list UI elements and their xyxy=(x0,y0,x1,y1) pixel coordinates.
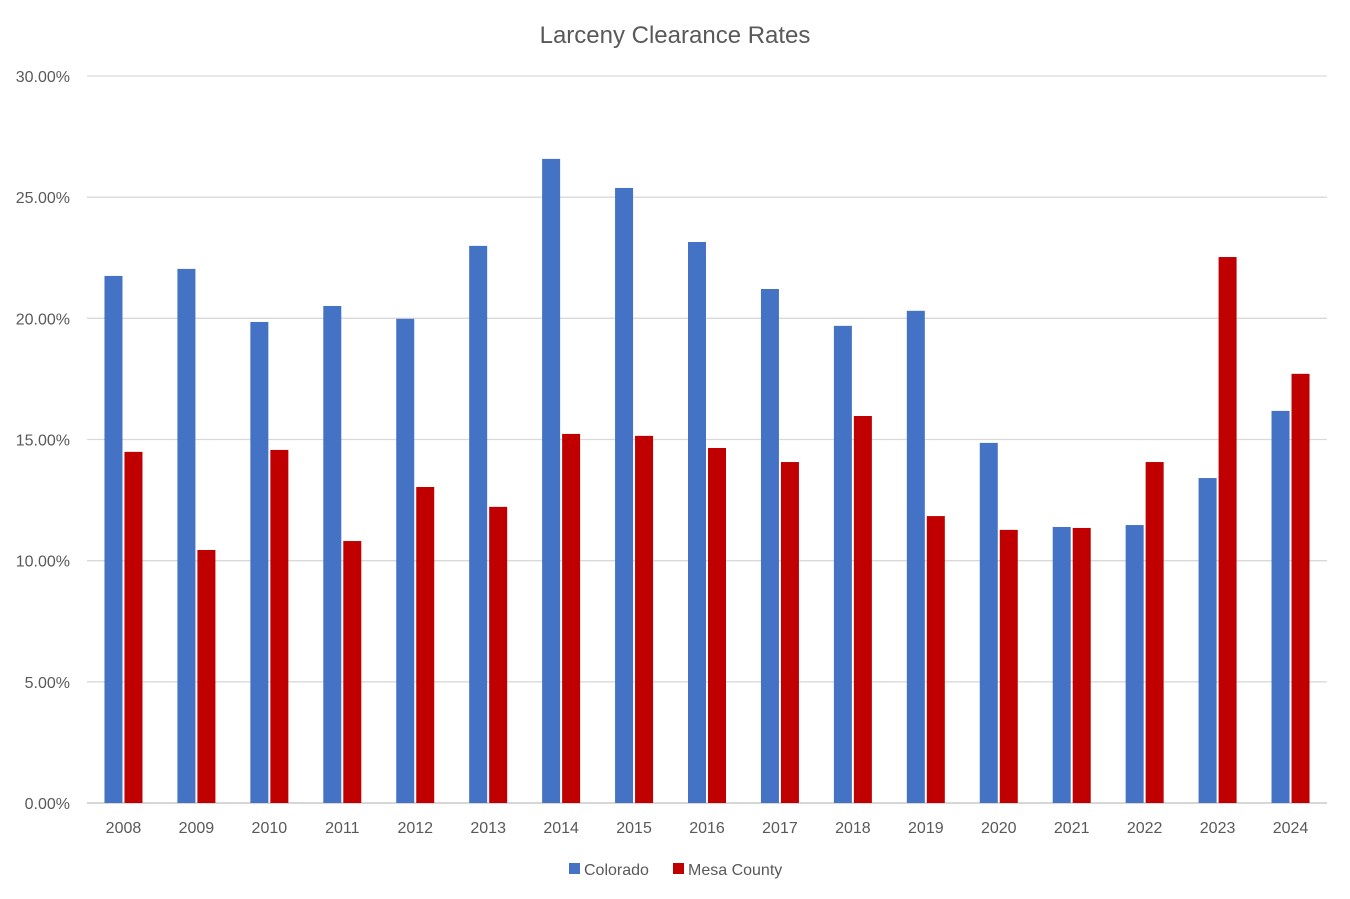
bar-colorado-2024 xyxy=(1271,410,1290,803)
bar-colorado-2017 xyxy=(760,289,779,803)
x-tick-label: 2015 xyxy=(616,820,652,837)
bar-colorado-2008 xyxy=(104,275,123,803)
chart-title: Larceny Clearance Rates xyxy=(540,22,811,49)
y-tick-label: 5.00% xyxy=(25,675,70,692)
x-tick-label: 2022 xyxy=(1127,820,1163,837)
x-tick-label: 2020 xyxy=(981,820,1017,837)
bar-colorado-2013 xyxy=(469,245,488,803)
bar-mesa-county-2019 xyxy=(926,516,945,803)
bar-colorado-2011 xyxy=(323,305,342,803)
legend: Colorado Mesa County xyxy=(569,862,782,879)
x-tick-label: 2019 xyxy=(908,820,944,837)
x-axis-ticks: 2008 2009 2010 2011 2012 2013 2014 2015 2016 2017… xyxy=(106,820,1309,837)
bar-colorado-2010 xyxy=(250,321,269,803)
bar-mesa-county-2013 xyxy=(489,506,508,803)
x-tick-label: 2013 xyxy=(470,820,506,837)
bar-mesa-county-2010 xyxy=(270,449,289,803)
y-tick-label: 0.00% xyxy=(25,796,70,813)
y-tick-label: 20.00% xyxy=(16,311,70,328)
bar-mesa-county-2017 xyxy=(780,462,799,803)
y-tick-label: 15.00% xyxy=(16,433,70,450)
legend-swatch xyxy=(569,863,580,874)
bar-colorado-2020 xyxy=(979,442,998,803)
x-tick-label: 2023 xyxy=(1200,820,1236,837)
bar-mesa-county-2022 xyxy=(1145,462,1164,803)
x-tick-label: 2016 xyxy=(689,820,725,837)
y-axis-ticks: 0.00% 5.00% 10.00% 15.00% 20.00% 25.00% 30.00% xyxy=(16,69,70,813)
bar-mesa-county-2014 xyxy=(562,433,581,803)
y-tick-label: 10.00% xyxy=(16,554,70,571)
y-tick-label: 30.00% xyxy=(16,69,70,86)
bar-colorado-2015 xyxy=(615,187,634,803)
bar-colorado-2016 xyxy=(688,241,706,803)
bar-mesa-county-2024 xyxy=(1291,373,1310,803)
gridlines xyxy=(87,75,1327,804)
bar-mesa-county-2008 xyxy=(124,451,143,803)
legend-label: Mesa County xyxy=(688,862,782,879)
x-tick-label: 2017 xyxy=(762,820,798,837)
bar-colorado-2014 xyxy=(542,158,561,804)
bar-mesa-county-2011 xyxy=(343,541,362,803)
x-tick-label: 2011 xyxy=(325,820,360,837)
bar-colorado-2021 xyxy=(1052,526,1071,803)
legend-swatch xyxy=(673,863,684,874)
x-tick-label: 2010 xyxy=(252,820,288,837)
x-tick-label: 2008 xyxy=(106,820,142,837)
bar-mesa-county-2015 xyxy=(635,435,654,803)
bars xyxy=(104,158,1310,804)
bar-colorado-2018 xyxy=(833,325,852,803)
x-tick-label: 2012 xyxy=(397,820,433,837)
bar-mesa-county-2023 xyxy=(1218,257,1237,803)
bar-colorado-2009 xyxy=(177,268,196,803)
bar-mesa-county-2009 xyxy=(197,550,216,803)
legend-label: Colorado xyxy=(584,862,649,879)
x-tick-label: 2021 xyxy=(1054,820,1090,837)
x-tick-label: 2009 xyxy=(179,820,215,837)
bar-colorado-2022 xyxy=(1125,525,1144,803)
x-tick-label: 2024 xyxy=(1273,820,1309,837)
bar-mesa-county-2021 xyxy=(1072,527,1091,803)
bar-colorado-2023 xyxy=(1198,478,1217,803)
bar-mesa-county-2012 xyxy=(416,486,435,803)
bar-mesa-county-2016 xyxy=(708,447,726,803)
bar-mesa-county-2020 xyxy=(999,529,1018,803)
x-tick-label: 2014 xyxy=(543,820,579,837)
bar-mesa-county-2018 xyxy=(853,415,872,803)
bar-colorado-2012 xyxy=(396,318,415,803)
y-tick-label: 25.00% xyxy=(16,190,70,207)
bar-colorado-2019 xyxy=(906,310,925,803)
x-tick-label: 2018 xyxy=(835,820,871,837)
